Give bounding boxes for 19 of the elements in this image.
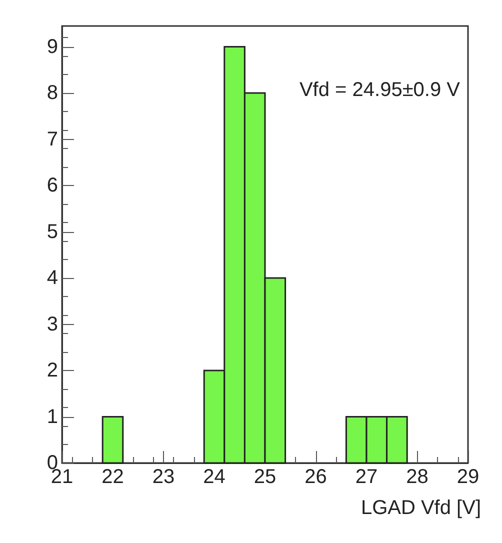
y-tick-label: 5 — [46, 220, 58, 243]
x-tick-label: 23 — [152, 466, 175, 488]
y-tick-label: 8 — [46, 82, 58, 104]
y-tick-label: 4 — [46, 267, 58, 290]
x-tick-label: 24 — [203, 466, 226, 488]
x-tick-label: 27 — [355, 466, 378, 488]
y-tick-label: 1 — [46, 406, 58, 428]
x-tick-label: 28 — [406, 466, 428, 488]
y-tick-label: 9 — [46, 36, 58, 58]
y-tick-label: 7 — [46, 128, 58, 150]
x-axis-title: LGAD Vfd [V] — [360, 497, 482, 519]
x-tick-label: 26 — [304, 466, 327, 488]
y-tick-label: 6 — [46, 174, 58, 197]
y-tick-label: 3 — [46, 313, 58, 336]
x-tick-label: 22 — [102, 466, 124, 488]
x-tick-label: 29 — [456, 466, 480, 488]
y-tick-label: 2 — [46, 360, 58, 382]
annotation: Vfd = 24.95±0.9 V — [299, 79, 461, 101]
x-tick-label: 25 — [254, 466, 276, 488]
